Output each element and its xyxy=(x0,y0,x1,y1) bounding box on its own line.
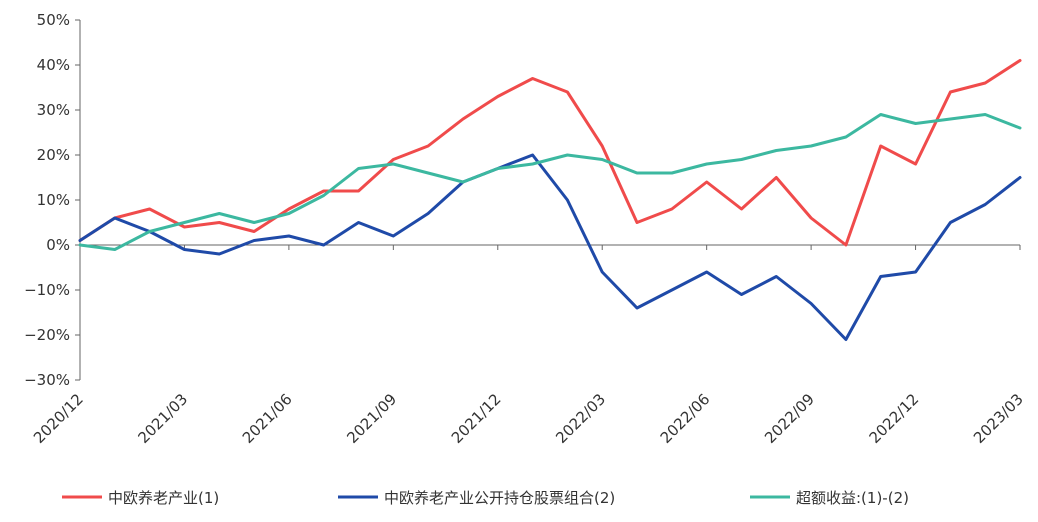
y-tick-label: −30% xyxy=(24,371,70,389)
series-line-3 xyxy=(78,113,1022,251)
y-tick-label: 0% xyxy=(46,236,70,254)
y-tick-label: 40% xyxy=(37,56,70,74)
x-tick-label: 2021/09 xyxy=(343,390,400,447)
y-tick-label: 10% xyxy=(37,191,70,209)
legend-label-2: 中欧养老产业公开持仓股票组合(2) xyxy=(384,489,615,507)
y-tick-label: 50% xyxy=(37,11,70,29)
series-line-1 xyxy=(78,59,1022,247)
series-layer xyxy=(78,59,1022,341)
x-tick-label: 2022/03 xyxy=(552,390,609,447)
series-line-2 xyxy=(78,153,1022,341)
x-tick-label: 2020/12 xyxy=(30,390,87,447)
y-tick-label: −10% xyxy=(24,281,70,299)
y-tick-label: 20% xyxy=(37,146,70,164)
y-tick-label: −20% xyxy=(24,326,70,344)
x-tick-label: 2022/09 xyxy=(761,390,818,447)
x-tick-label: 2021/06 xyxy=(239,390,296,447)
x-axis: 2020/12 2021/03 2021/06 2021/09 2021/12 2022/… xyxy=(30,244,1027,447)
x-tick-label: 2021/12 xyxy=(448,390,505,447)
legend: 中欧养老产业(1) 中欧养老产业公开持仓股票组合(2) 超额收益:(1)-(2) xyxy=(62,489,909,507)
legend-label-3: 超额收益:(1)-(2) xyxy=(796,489,909,507)
x-tick-label: 2022/06 xyxy=(657,390,714,447)
legend-label-1: 中欧养老产业(1) xyxy=(108,489,219,507)
x-tick-label: 2021/03 xyxy=(134,390,191,447)
y-axis: 50% 40% 30% 20% 10% 0% −10% −20% −30% xyxy=(24,11,81,389)
y-tick-label: 30% xyxy=(37,101,70,119)
x-tick-label: 2022/12 xyxy=(866,390,923,447)
x-tick-label: 2023/03 xyxy=(970,390,1027,447)
